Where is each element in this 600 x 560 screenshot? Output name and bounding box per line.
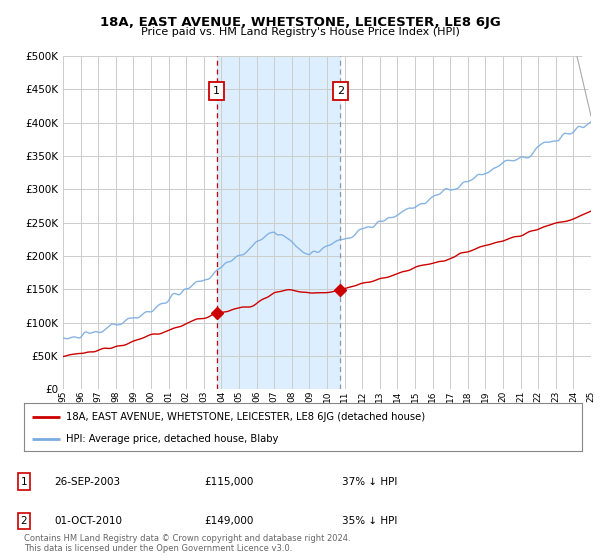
Text: 35% ↓ HPI: 35% ↓ HPI: [342, 516, 397, 526]
Text: Price paid vs. HM Land Registry's House Price Index (HPI): Price paid vs. HM Land Registry's House …: [140, 27, 460, 37]
Text: £149,000: £149,000: [204, 516, 253, 526]
Text: 2: 2: [20, 516, 28, 526]
Polygon shape: [582, 56, 591, 102]
Text: 18A, EAST AVENUE, WHETSTONE, LEICESTER, LE8 6JG: 18A, EAST AVENUE, WHETSTONE, LEICESTER, …: [100, 16, 500, 29]
Text: 01-OCT-2010: 01-OCT-2010: [54, 516, 122, 526]
Text: 37% ↓ HPI: 37% ↓ HPI: [342, 477, 397, 487]
Text: £115,000: £115,000: [204, 477, 253, 487]
Text: HPI: Average price, detached house, Blaby: HPI: Average price, detached house, Blab…: [66, 434, 278, 444]
Text: 1: 1: [214, 86, 220, 96]
Bar: [217, 56, 340, 389]
Text: 2: 2: [337, 86, 344, 96]
Text: 1: 1: [20, 477, 28, 487]
Text: 18A, EAST AVENUE, WHETSTONE, LEICESTER, LE8 6JG (detached house): 18A, EAST AVENUE, WHETSTONE, LEICESTER, …: [66, 412, 425, 422]
Text: Contains HM Land Registry data © Crown copyright and database right 2024.
This d: Contains HM Land Registry data © Crown c…: [24, 534, 350, 553]
Text: 26-SEP-2003: 26-SEP-2003: [54, 477, 120, 487]
